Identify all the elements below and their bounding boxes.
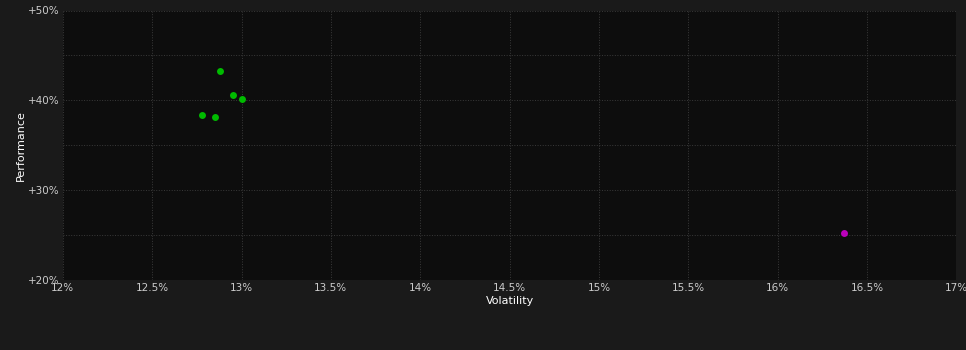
X-axis label: Volatility: Volatility <box>486 295 533 306</box>
Point <box>207 114 222 120</box>
Point <box>234 96 249 101</box>
Point <box>213 68 228 74</box>
Point <box>225 92 241 98</box>
Y-axis label: Performance: Performance <box>15 110 26 181</box>
Point <box>836 231 851 236</box>
Point <box>194 112 210 118</box>
